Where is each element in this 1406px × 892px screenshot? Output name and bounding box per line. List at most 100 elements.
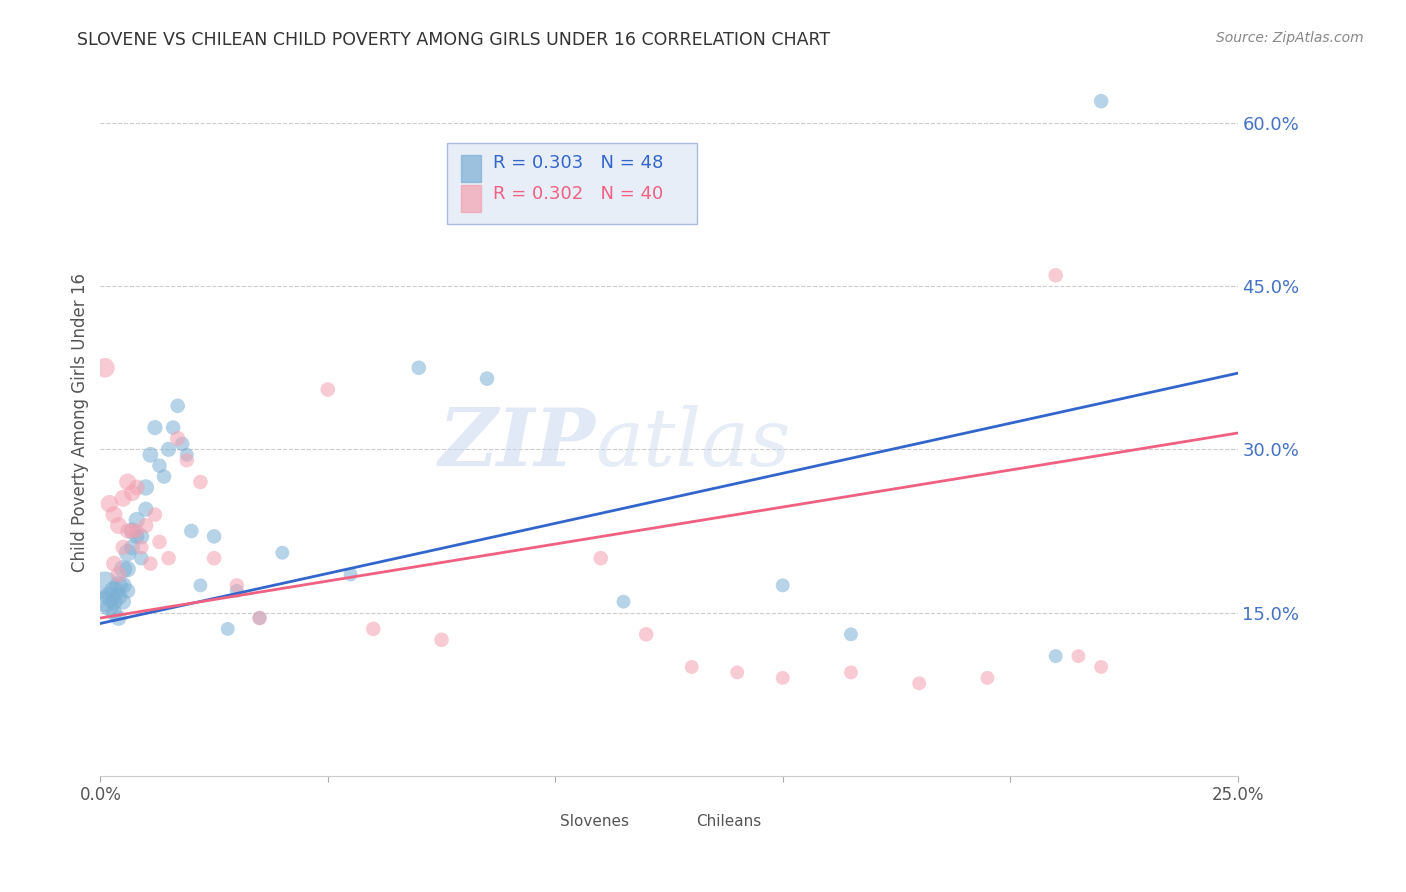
Point xyxy=(681,660,703,674)
Bar xyxy=(669,811,689,833)
Point xyxy=(612,595,634,609)
Point xyxy=(121,541,143,555)
Point xyxy=(339,567,361,582)
Point xyxy=(103,595,125,609)
Point xyxy=(103,583,125,598)
Point xyxy=(129,551,152,566)
Point xyxy=(180,524,202,538)
Text: ZIP: ZIP xyxy=(439,405,595,482)
Point xyxy=(103,606,125,620)
Bar xyxy=(533,811,553,833)
Point xyxy=(430,632,453,647)
Point xyxy=(94,578,117,592)
Point xyxy=(112,595,135,609)
Point xyxy=(135,502,157,516)
Point xyxy=(1045,649,1067,664)
Point xyxy=(162,420,184,434)
Point xyxy=(271,546,294,560)
Point xyxy=(107,518,129,533)
Text: atlas: atlas xyxy=(595,405,790,482)
Point xyxy=(316,383,339,397)
Point xyxy=(112,562,135,576)
Point xyxy=(143,420,166,434)
Point xyxy=(225,583,247,598)
FancyBboxPatch shape xyxy=(447,143,697,224)
Text: R = 0.303   N = 48: R = 0.303 N = 48 xyxy=(492,153,664,171)
Point xyxy=(589,551,612,566)
Point xyxy=(139,557,162,571)
Point xyxy=(135,518,157,533)
Point xyxy=(148,458,170,473)
Point xyxy=(475,371,498,385)
Y-axis label: Child Poverty Among Girls Under 16: Child Poverty Among Girls Under 16 xyxy=(72,273,89,572)
Point xyxy=(1045,268,1067,283)
Point xyxy=(125,513,148,527)
Point xyxy=(117,524,139,538)
Point xyxy=(98,589,121,603)
Point xyxy=(125,529,148,543)
Point xyxy=(176,453,198,467)
Point xyxy=(121,486,143,500)
Point xyxy=(121,524,143,538)
Text: Chileans: Chileans xyxy=(696,814,762,830)
Text: R = 0.302   N = 40: R = 0.302 N = 40 xyxy=(492,185,664,202)
Bar xyxy=(461,186,481,212)
Point xyxy=(202,529,225,543)
Point xyxy=(107,567,129,582)
Point xyxy=(107,589,129,603)
Point xyxy=(249,611,271,625)
Point xyxy=(117,562,139,576)
Point xyxy=(103,508,125,522)
Point xyxy=(166,399,188,413)
Point xyxy=(363,622,385,636)
Point xyxy=(98,497,121,511)
Point xyxy=(125,480,148,494)
Point xyxy=(166,432,188,446)
Point xyxy=(129,541,152,555)
Point xyxy=(190,578,212,592)
Point xyxy=(839,627,862,641)
Point xyxy=(148,534,170,549)
Point xyxy=(117,583,139,598)
Point xyxy=(408,360,430,375)
Point xyxy=(125,524,148,538)
Point xyxy=(1090,660,1112,674)
Point xyxy=(143,508,166,522)
Point xyxy=(157,442,180,457)
Point xyxy=(98,600,121,615)
Point xyxy=(112,491,135,506)
Point xyxy=(217,622,239,636)
Point xyxy=(636,627,658,641)
Point xyxy=(112,578,135,592)
Text: Slovenes: Slovenes xyxy=(560,814,628,830)
Point xyxy=(157,551,180,566)
Point xyxy=(1067,649,1090,664)
Point xyxy=(107,578,129,592)
Point xyxy=(117,475,139,489)
Point xyxy=(94,360,117,375)
Point xyxy=(107,611,129,625)
Point xyxy=(94,595,117,609)
Point xyxy=(190,475,212,489)
Point xyxy=(249,611,271,625)
Point xyxy=(129,529,152,543)
Point xyxy=(772,671,794,685)
Point xyxy=(139,448,162,462)
Point xyxy=(1090,94,1112,108)
Point xyxy=(908,676,931,690)
Point xyxy=(117,546,139,560)
Text: SLOVENE VS CHILEAN CHILD POVERTY AMONG GIRLS UNDER 16 CORRELATION CHART: SLOVENE VS CHILEAN CHILD POVERTY AMONG G… xyxy=(77,31,831,49)
Text: Source: ZipAtlas.com: Source: ZipAtlas.com xyxy=(1216,31,1364,45)
Point xyxy=(772,578,794,592)
Point xyxy=(202,551,225,566)
Point xyxy=(725,665,748,680)
Point xyxy=(225,578,247,592)
Point xyxy=(112,541,135,555)
Bar xyxy=(461,155,481,182)
Point xyxy=(176,448,198,462)
Point xyxy=(839,665,862,680)
Point xyxy=(153,469,176,483)
Point xyxy=(103,557,125,571)
Point xyxy=(976,671,998,685)
Point xyxy=(135,480,157,494)
